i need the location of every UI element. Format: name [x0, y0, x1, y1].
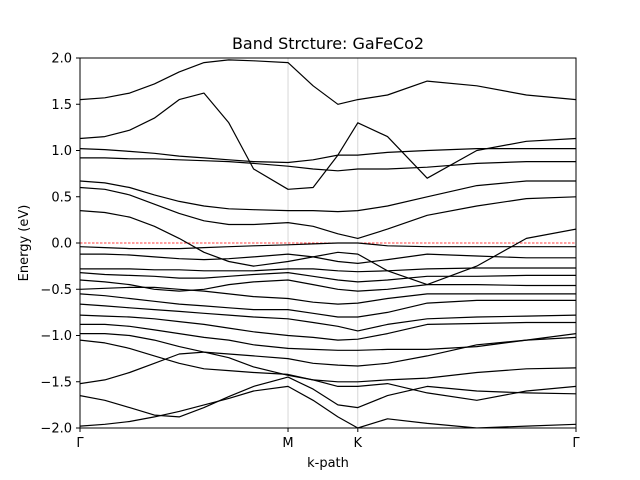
- y-tick-label: 2.0: [51, 52, 72, 67]
- band-21: [80, 92, 576, 190]
- band-9: [80, 293, 576, 318]
- band-12: [80, 272, 576, 283]
- band-4: [80, 339, 576, 383]
- x-tick-label: K: [354, 436, 363, 451]
- y-tick-label: −1.0: [40, 329, 72, 344]
- band-5: [80, 333, 576, 367]
- band-17: [80, 186, 576, 239]
- band-2: [80, 376, 576, 418]
- band-13: [80, 267, 576, 273]
- y-tick-label: −1.5: [40, 375, 72, 390]
- band-16: [80, 210, 576, 286]
- band-lines: [80, 59, 576, 428]
- chart-title: Band Strcture: GaFeCo2: [232, 34, 424, 53]
- band-7: [80, 314, 576, 341]
- band-6: [80, 323, 576, 351]
- y-tick-label: −2.0: [40, 422, 72, 437]
- band-19: [80, 157, 576, 172]
- band-3: [80, 351, 576, 401]
- y-axis-ticks: −2.0 −1.5 −1.0 −0.5 0.0 0.5 1.0 1.5 2.0: [40, 52, 80, 437]
- y-tick-label: 1.5: [51, 98, 72, 113]
- band-20: [80, 148, 576, 164]
- band-18: [80, 180, 576, 213]
- y-tick-label: 0.0: [51, 237, 72, 252]
- band-11: [80, 279, 576, 292]
- y-tick-label: 1.0: [51, 144, 72, 159]
- x-tick-label: Γ: [572, 436, 580, 451]
- band-1: [80, 385, 576, 428]
- x-tick-label: M: [282, 436, 293, 451]
- y-tick-label: −0.5: [40, 283, 72, 298]
- x-tick-label: Γ: [76, 436, 84, 451]
- x-axis-label: k-path: [307, 456, 349, 471]
- y-axis-label: Energy (eV): [17, 205, 32, 282]
- band-14: [80, 253, 576, 264]
- band-22: [80, 59, 576, 105]
- y-tick-label: 0.5: [51, 190, 72, 205]
- band-8: [80, 303, 576, 332]
- band-15: [80, 242, 576, 250]
